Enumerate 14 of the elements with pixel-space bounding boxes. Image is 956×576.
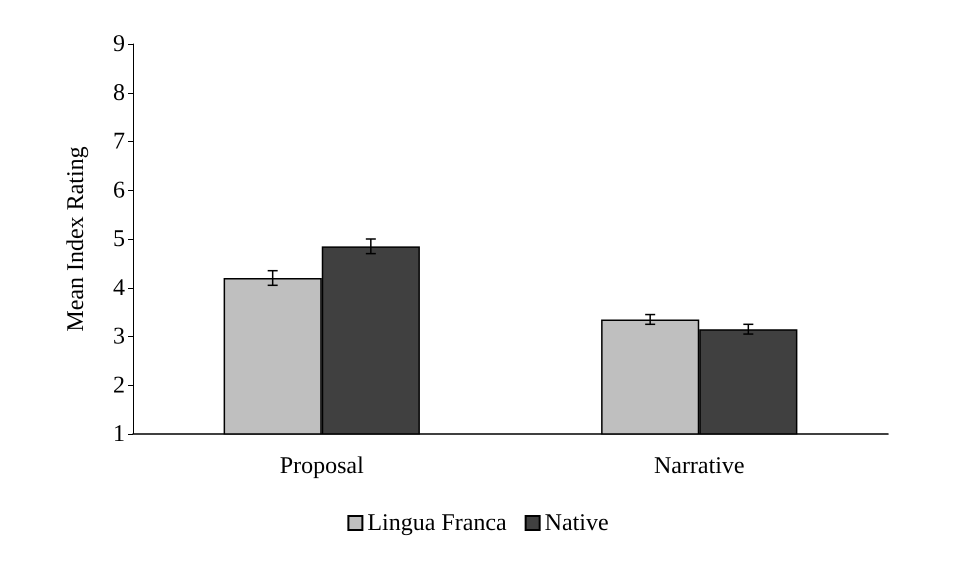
legend-label: Lingua Franca <box>367 510 507 536</box>
y-axis-title: Mean Index Rating <box>63 146 89 332</box>
x-tick-label: Narrative <box>654 453 745 479</box>
y-tick-label: 5 <box>113 226 125 252</box>
y-tick-label: 6 <box>113 177 125 204</box>
y-tick-label: 8 <box>113 80 125 106</box>
y-tick-label: 3 <box>113 324 125 350</box>
y-tick-label: 9 <box>113 31 125 57</box>
y-tick-label: 1 <box>113 421 125 447</box>
y-tick-label: 2 <box>113 372 125 398</box>
y-tick-label: 7 <box>113 128 125 154</box>
x-tick-label: Proposal <box>280 453 364 479</box>
y-tick-label: 4 <box>113 274 125 301</box>
legend-label: Native <box>544 510 609 536</box>
